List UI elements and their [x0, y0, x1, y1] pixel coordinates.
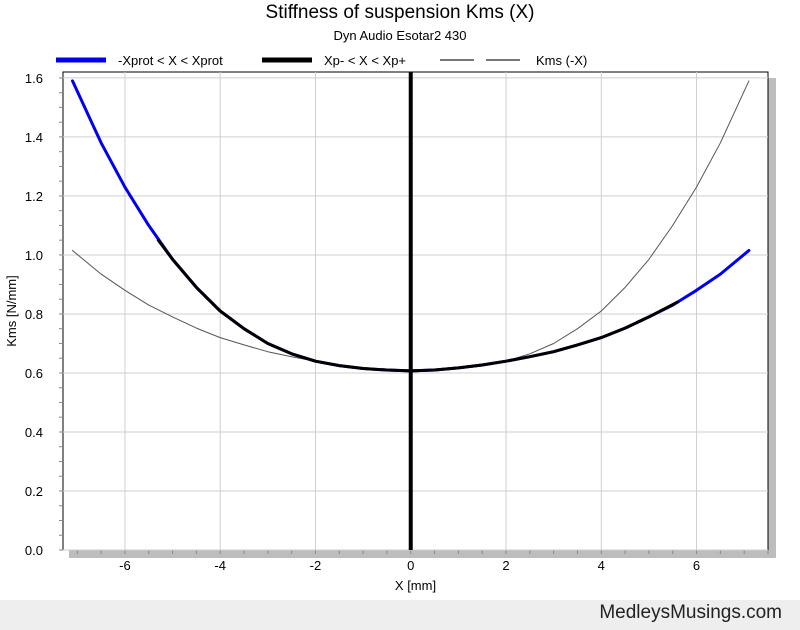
y-tick-label: 1.2	[25, 189, 43, 204]
chart-canvas: 0.0 0.2 0.4 0.6 0.8 1.0 1.2 1.4 1.6 -6 -4 -2 0 2 4 6 X […	[4, 53, 776, 593]
legend-label-2: Kms (-X)	[536, 53, 587, 68]
y-tick-label: 1.6	[25, 71, 43, 86]
legend-label-0: -Xprot < X < Xprot	[118, 53, 223, 68]
site-watermark: MedleysMusings.com	[599, 602, 782, 623]
x-tick-label: -2	[310, 558, 322, 573]
plot-shadow-bottom	[69, 550, 776, 558]
plot-shadow-right	[768, 78, 776, 558]
legend-label-1: Xp- < X < Xp+	[324, 53, 406, 68]
x-tick-label: 6	[693, 558, 700, 573]
x-tick-label: 4	[598, 558, 605, 573]
y-tick-label: 0.4	[25, 425, 43, 440]
y-tick-label: 0.8	[25, 307, 43, 322]
y-tick-label: 0.6	[25, 366, 43, 381]
x-tick-label: -4	[214, 558, 226, 573]
x-tick-label: 0	[407, 558, 414, 573]
plot-area	[62, 71, 769, 551]
footer-bar: MedleysMusings.com	[0, 600, 800, 630]
y-axis-label: Kms [N/mm]	[4, 275, 19, 347]
x-tick-label: -6	[119, 558, 131, 573]
y-tick-label: 1.0	[25, 248, 43, 263]
y-tick-label: 0.0	[25, 543, 43, 558]
x-axis-label: X [mm]	[395, 578, 436, 593]
y-tick-label: 0.2	[25, 484, 43, 499]
y-tick-label: 1.4	[25, 130, 43, 145]
chart-subtitle: Dyn Audio Esotar2 430	[333, 28, 467, 43]
x-tick-label: 2	[502, 558, 509, 573]
chart-title: Stiffness of suspension Kms (X)	[265, 2, 535, 23]
